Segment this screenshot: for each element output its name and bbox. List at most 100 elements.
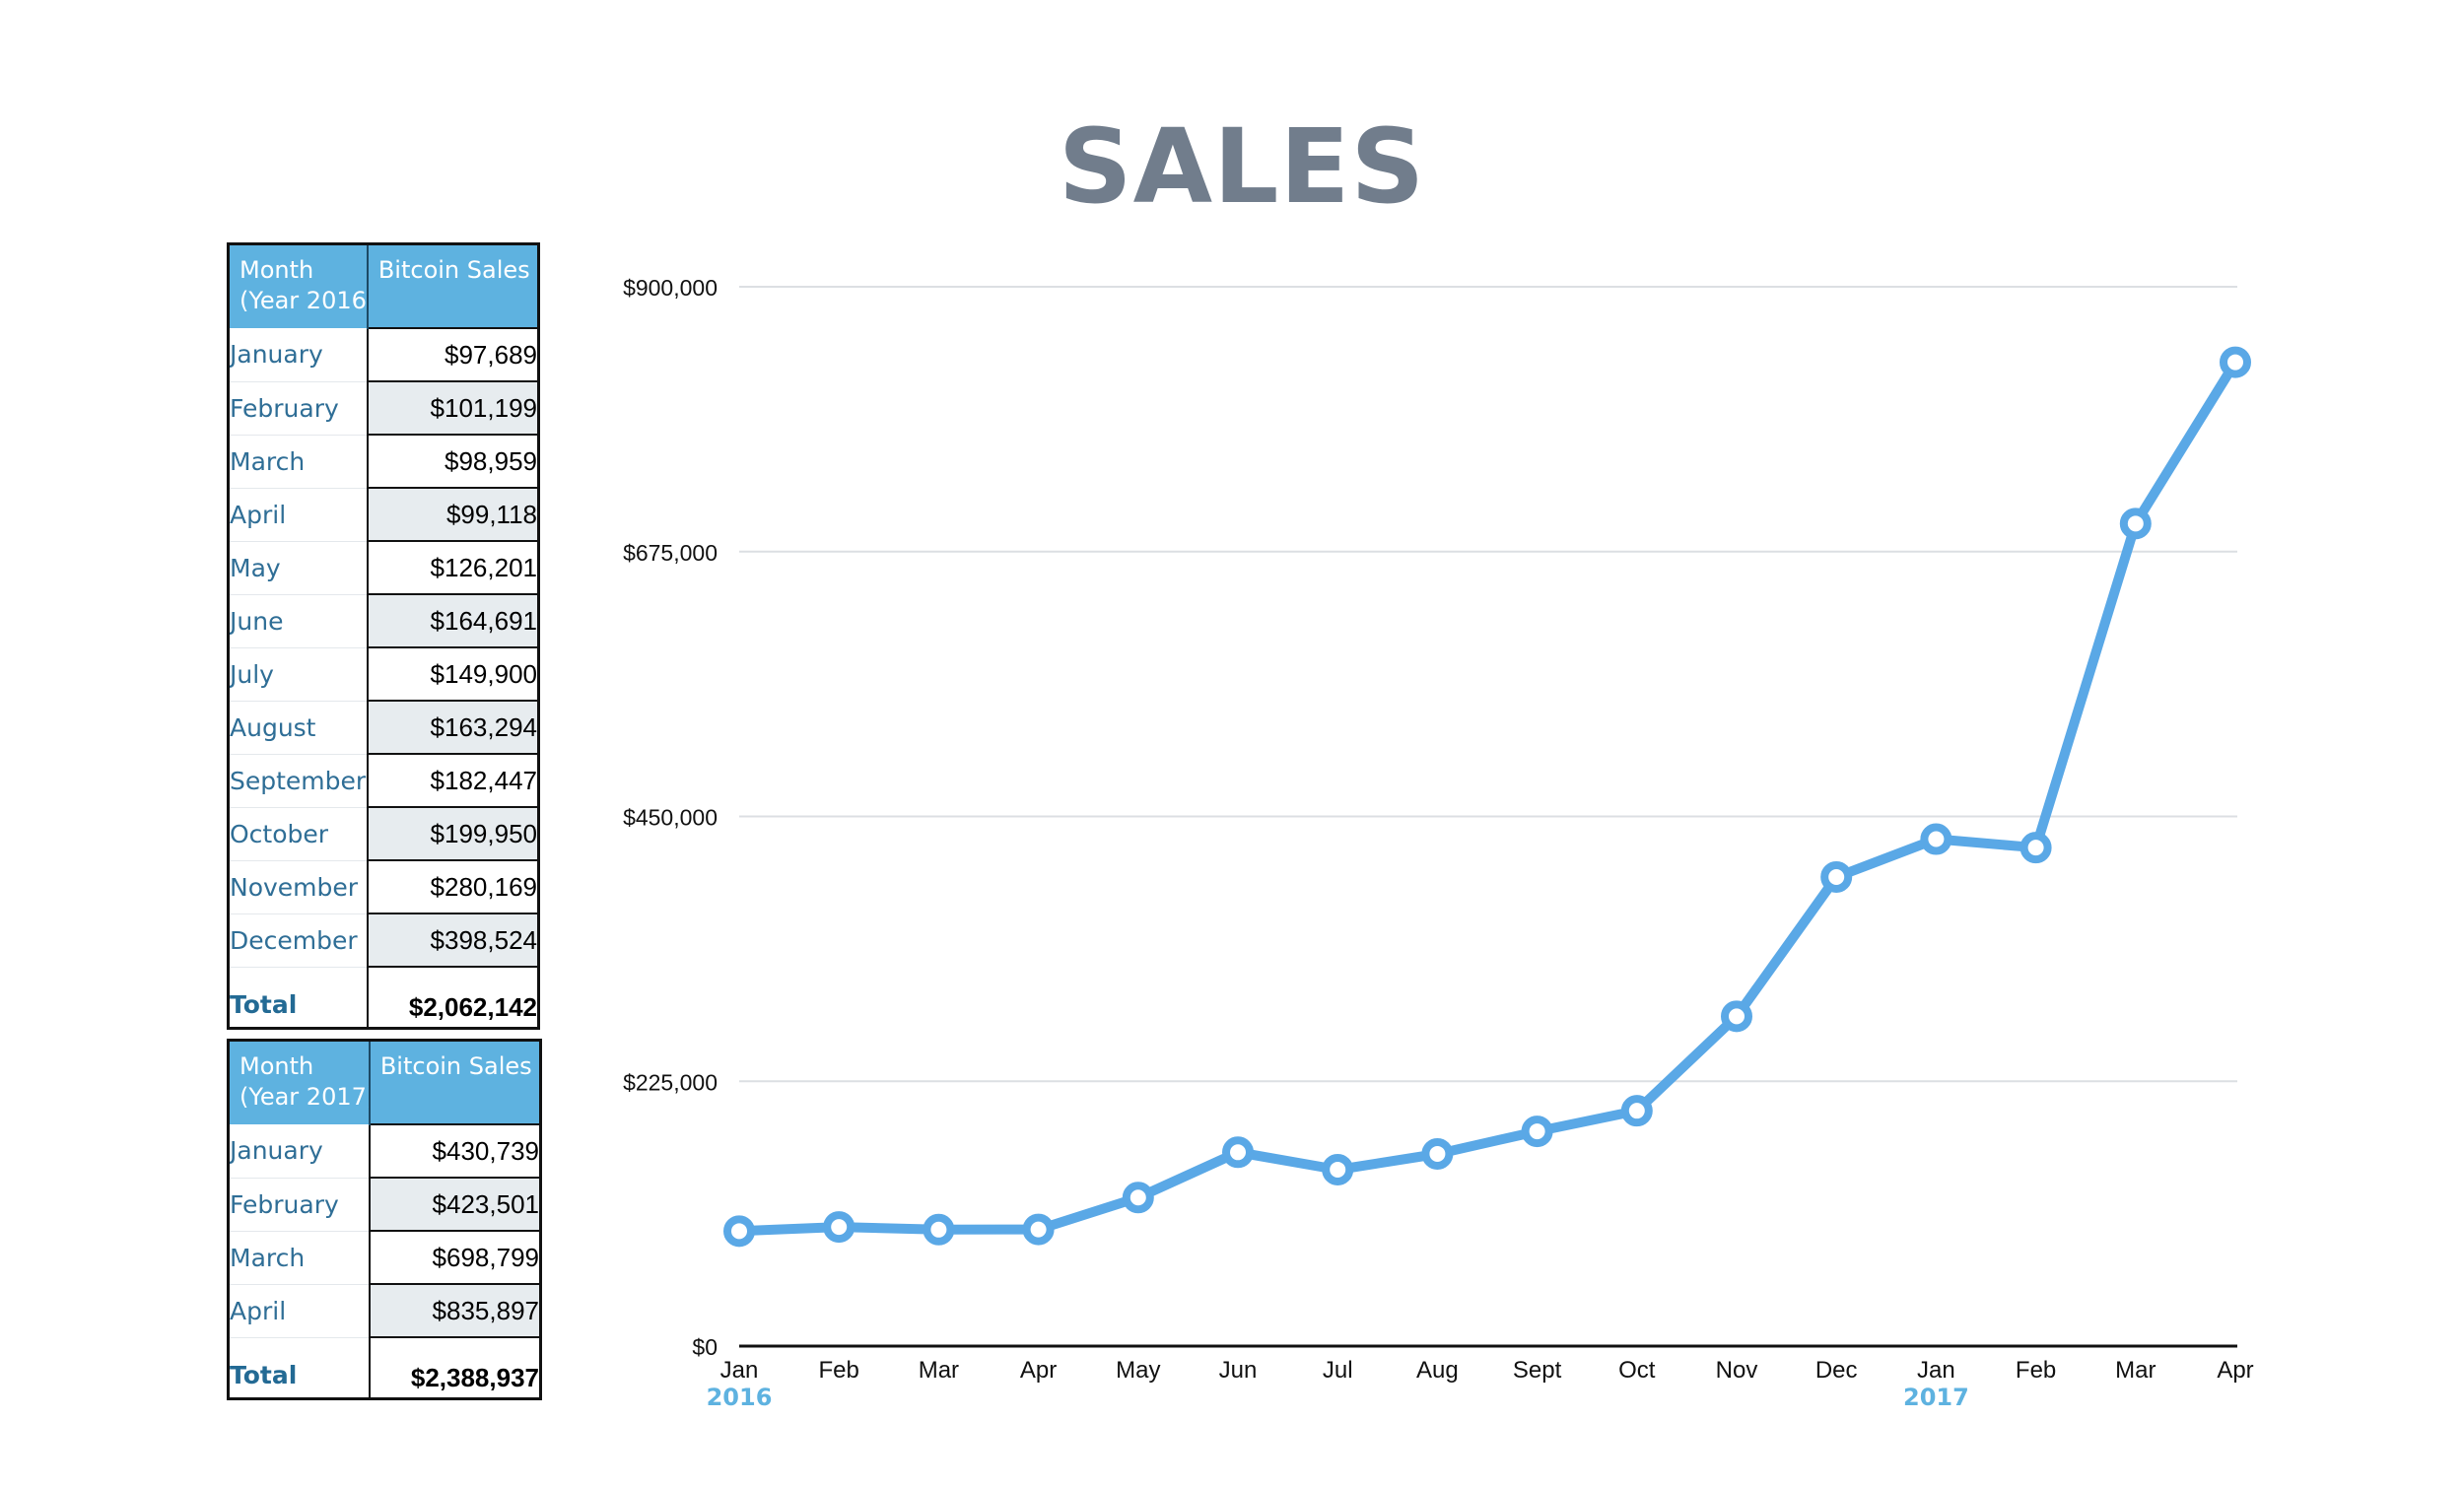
year-label: 2016 <box>707 1384 773 1411</box>
y-tick-label: $0 <box>692 1334 718 1360</box>
table-row: November $280,169 <box>228 859 540 914</box>
sales-value-cell: $199,950 <box>366 806 540 861</box>
month-cell: February <box>228 1178 370 1232</box>
table-row: April $835,897 <box>228 1283 542 1338</box>
x-tick-label: Jan <box>720 1357 759 1384</box>
sales-value-cell: $149,900 <box>366 646 540 702</box>
y-tick-label: $675,000 <box>623 540 718 566</box>
sales-value-cell: $126,201 <box>366 540 540 595</box>
data-point <box>1820 860 1853 893</box>
total-label: Total <box>230 989 298 1019</box>
data-point <box>1122 1182 1154 1214</box>
table-header-month-line: (Year 2017) <box>240 1083 370 1111</box>
sales-value-cell: $423,501 <box>368 1177 542 1232</box>
table-row: March $698,799 <box>228 1230 542 1285</box>
table-row: May $126,201 <box>228 540 540 595</box>
table-row: August $163,294 <box>228 700 540 755</box>
table-row: April $99,118 <box>228 487 540 542</box>
x-tick-label: Dec <box>1815 1357 1858 1384</box>
data-point <box>1322 1153 1354 1185</box>
sales-value-cell: $164,691 <box>366 593 540 648</box>
month-cell: January <box>228 328 368 382</box>
data-point <box>1521 1116 1553 1148</box>
table-row: February $101,199 <box>228 380 540 436</box>
total-value: $2,062,142 <box>366 966 540 1029</box>
table-row: January $430,739 <box>228 1123 542 1179</box>
x-tick-label: Jun <box>1219 1357 1258 1384</box>
table-total-row: Total $2,062,142 <box>229 966 540 1029</box>
sales-table-2017: Month (Year 2017) Bitcoin Sales January $4… <box>227 1039 542 1400</box>
sales-value-cell: $182,447 <box>366 753 540 808</box>
sales-value-cell: $280,169 <box>366 859 540 914</box>
table-header-month: Month (Year 2017) <box>228 1040 371 1124</box>
data-point <box>823 1211 856 1244</box>
x-tick-label: Feb <box>819 1357 859 1384</box>
data-point <box>723 1215 755 1248</box>
sales-value-cell: $430,739 <box>368 1123 542 1179</box>
data-point <box>1022 1213 1055 1246</box>
month-cell: September <box>228 754 368 808</box>
data-point <box>1222 1136 1254 1169</box>
data-point <box>1620 1095 1653 1127</box>
month-cell: July <box>228 647 368 702</box>
table-header-month-line: (Year 2016) <box>240 287 368 314</box>
x-tick-label: Oct <box>1618 1357 1656 1384</box>
series-line <box>734 357 2240 1237</box>
data-point <box>1721 1000 1752 1033</box>
month-cell: March <box>228 435 368 489</box>
month-cell: October <box>228 807 368 861</box>
month-cell: March <box>228 1231 370 1285</box>
sales-value-cell: $398,524 <box>366 913 540 968</box>
x-tick-label: Mar <box>2115 1357 2156 1384</box>
x-tick-label: Apr <box>2217 1357 2253 1384</box>
sales-value-cell: $98,959 <box>366 434 540 489</box>
sales-value-cell: $101,199 <box>366 380 540 436</box>
table-header-sales: Bitcoin Sales <box>369 1040 541 1124</box>
y-tick-label: $900,000 <box>623 275 718 301</box>
total-label: Total <box>230 1360 298 1389</box>
month-cell: April <box>228 1284 370 1338</box>
sales-value-cell: $835,897 <box>368 1283 542 1338</box>
month-cell: April <box>228 488 368 542</box>
month-cell: December <box>228 913 368 968</box>
table-total-row: Total $2,388,937 <box>229 1336 542 1399</box>
month-cell: February <box>228 381 368 436</box>
table-row: June $164,691 <box>228 593 540 648</box>
x-tick-label: May <box>1116 1357 1160 1384</box>
month-cell: June <box>228 594 368 648</box>
table-header-month-line: Month <box>240 256 314 284</box>
table-header-month-line: Month <box>240 1052 314 1080</box>
data-point <box>2119 507 2152 540</box>
sales-table-2016: Month (Year 2016) Bitcoin Sales January $9… <box>227 242 540 1030</box>
x-tick-label: Aug <box>1416 1357 1459 1384</box>
data-point <box>2220 346 2251 378</box>
table-row: October $199,950 <box>228 806 540 861</box>
month-cell: August <box>228 701 368 755</box>
x-tick-label: Sept <box>1513 1357 1562 1384</box>
table-row: December $398,524 <box>228 913 540 968</box>
sales-value-cell: $698,799 <box>368 1230 542 1285</box>
x-tick-label: Jan <box>1917 1357 1955 1384</box>
x-tick-label: Apr <box>1020 1357 1057 1384</box>
x-tick-label: Mar <box>919 1357 959 1384</box>
sales-value-cell: $163,294 <box>366 700 540 755</box>
table-row: March $98,959 <box>228 434 540 489</box>
month-cell: May <box>228 541 368 595</box>
data-point <box>2019 832 2052 864</box>
x-tick-label: Feb <box>2016 1357 2056 1384</box>
page-title: SALES <box>1058 106 1426 227</box>
table-row: September $182,447 <box>228 753 540 808</box>
data-point <box>1920 823 1952 855</box>
sales-value-cell: $99,118 <box>366 487 540 542</box>
table-header-month: Month (Year 2016) <box>228 243 369 328</box>
table-row: January $97,689 <box>228 327 540 382</box>
month-cell: November <box>228 860 368 914</box>
table-row: February $423,501 <box>228 1177 542 1232</box>
y-tick-label: $450,000 <box>623 805 718 831</box>
year-label: 2017 <box>1903 1384 1969 1411</box>
month-cell: January <box>228 1124 370 1179</box>
data-point <box>1421 1137 1454 1170</box>
table-header-sales: Bitcoin Sales <box>367 243 539 328</box>
table-row: July $149,900 <box>228 646 540 702</box>
